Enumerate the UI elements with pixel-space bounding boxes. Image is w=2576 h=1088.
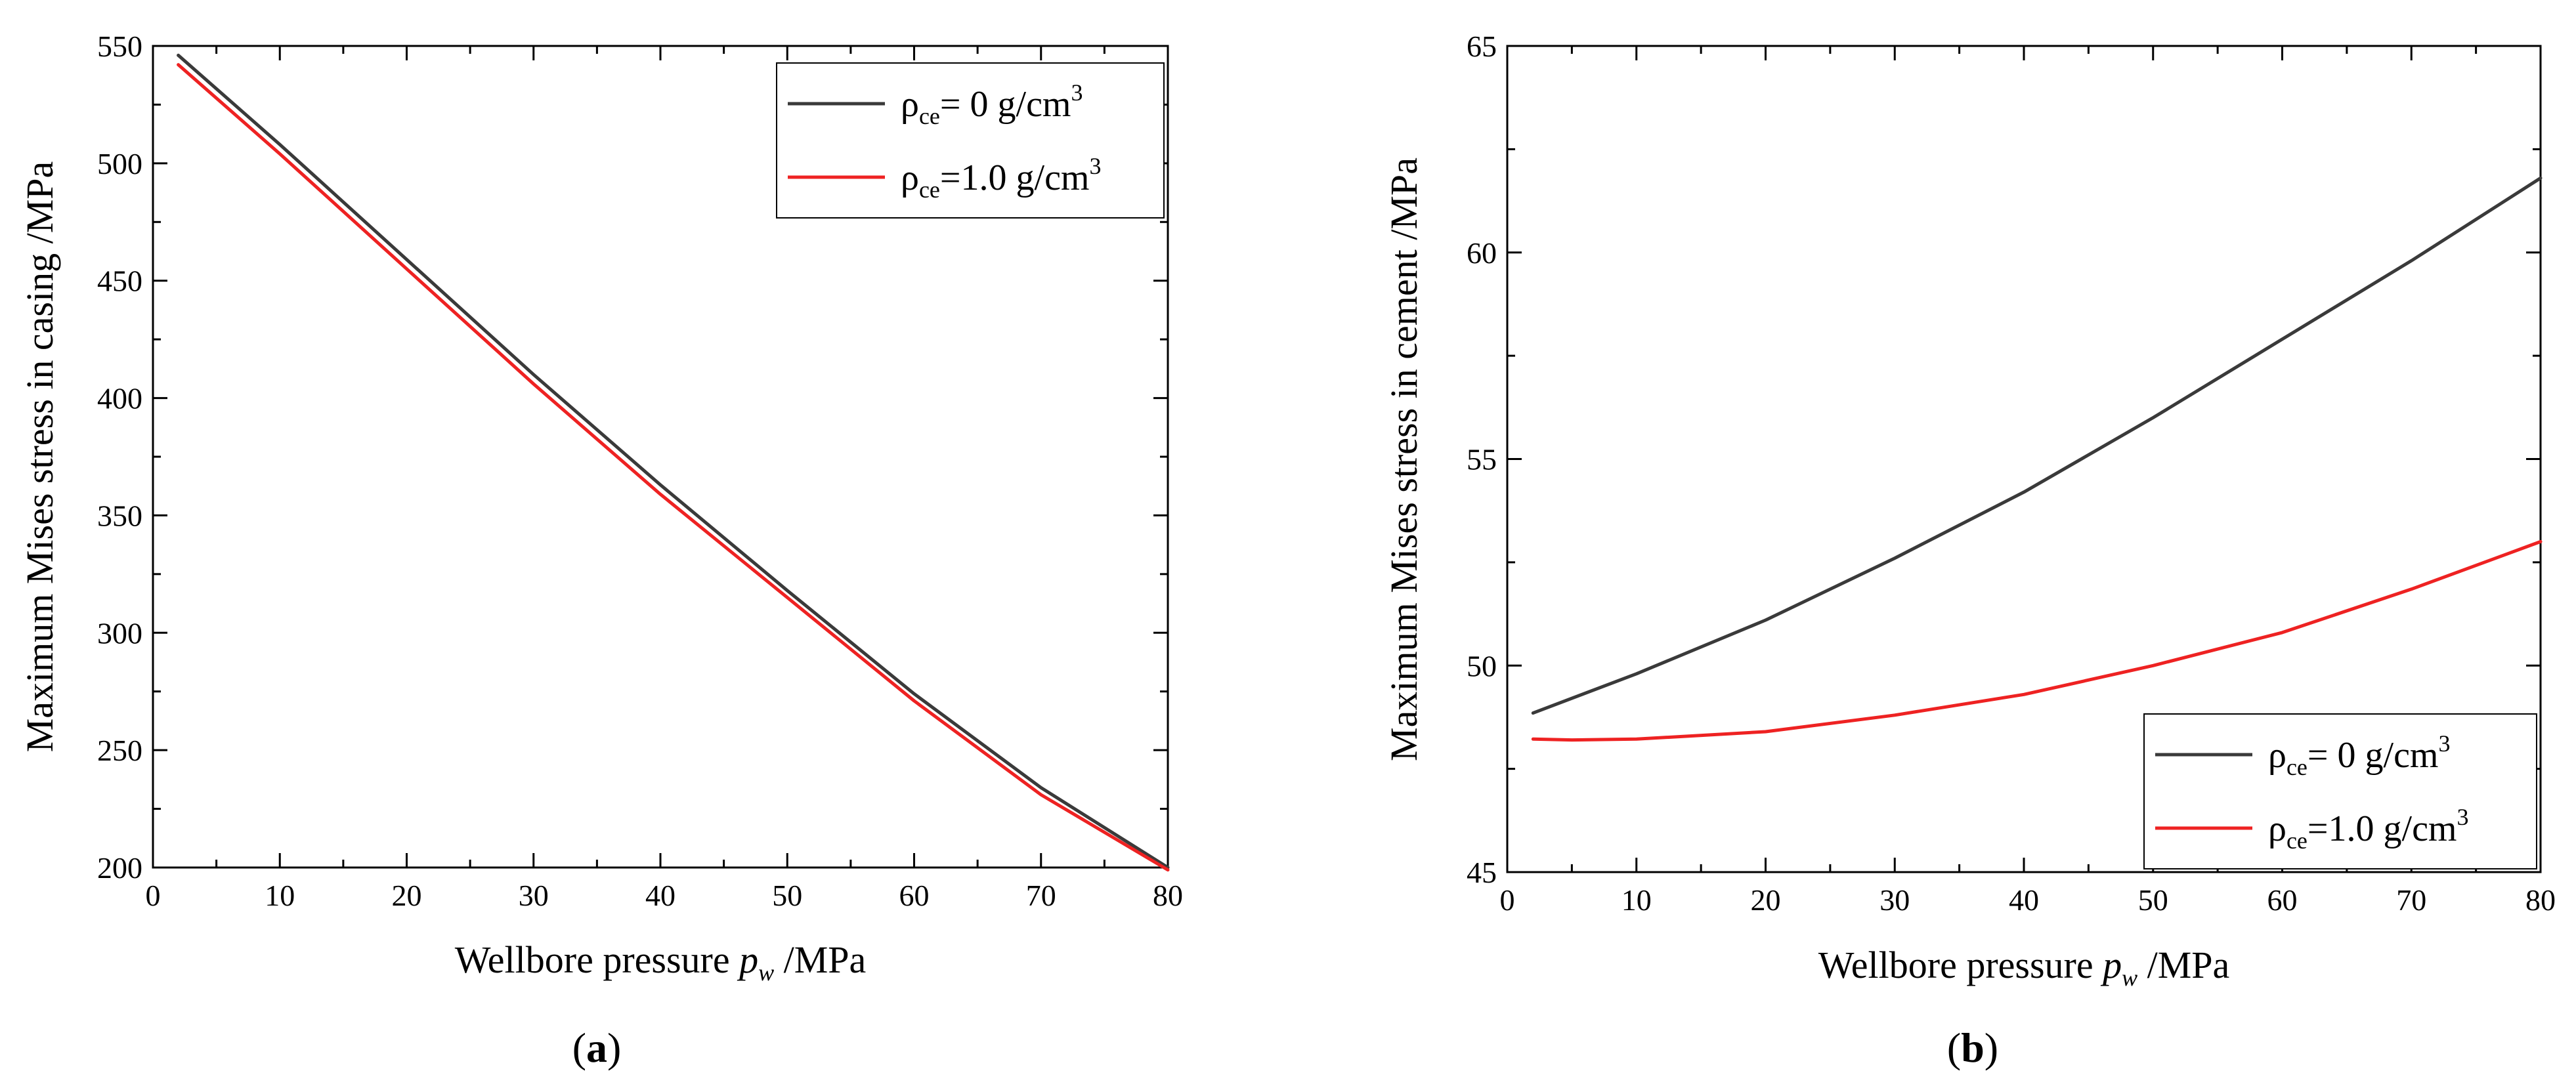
chart-a-x-tick-label: 80 <box>1153 879 1183 912</box>
chart-a-series <box>177 53 1170 872</box>
chart-a-x-tick-label: 50 <box>772 879 802 912</box>
chart-a-series-line-0 <box>177 53 1170 869</box>
chart-b-legend-label-1: ρce=1.0 g/cm3 <box>2268 804 2468 854</box>
chart-b-legend-label-0: ρce= 0 g/cm3 <box>2268 730 2450 780</box>
chart-a-y-axis-label: Maximum Mises stress in casing /MPa <box>18 161 61 753</box>
chart-a-x-axis-label: Wellbore pressure pw /MPa <box>455 938 867 986</box>
chart-a-x-tick-label: 40 <box>645 879 676 912</box>
chart-a-x-tick-label: 60 <box>899 879 930 912</box>
chart-a-y-tick-label: 400 <box>97 382 142 415</box>
chart-b-x-tick-label: 60 <box>2267 883 2298 917</box>
panel-label-b: (b) <box>1947 1024 1998 1071</box>
chart-b-x-tick-label: 70 <box>2396 883 2426 917</box>
chart-a-legend-label-1: ρce=1.0 g/cm3 <box>901 153 1101 203</box>
chart-b-legend-box <box>2143 713 2537 869</box>
chart-b: 0 10 20 30 40 50 60 70 80 45 50 55 60 65 Wellbore pre… <box>1383 30 2556 991</box>
chart-a-x-tick-label: 30 <box>519 879 549 912</box>
chart-a-y-tick-label: 450 <box>97 264 142 298</box>
chart-b-ticks: 0 10 20 30 40 50 60 70 80 45 50 55 60 65 <box>1467 30 2556 917</box>
chart-a-y-tick-label: 200 <box>97 851 142 885</box>
chart-a-legend-box <box>776 62 1165 219</box>
chart-b-x-tick-label: 10 <box>1621 883 1652 917</box>
chart-b-x-tick-label: 30 <box>1879 883 1910 917</box>
chart-a-y-tick-label: 550 <box>97 30 142 63</box>
chart-b-x-tick-label: 50 <box>2138 883 2168 917</box>
chart-b-x-axis-label: Wellbore pressure pw /MPa <box>1818 944 2230 991</box>
chart-a-x-tick-label: 20 <box>392 879 422 912</box>
chart-b-y-tick-label: 55 <box>1467 443 1497 476</box>
chart-b-series-line-0 <box>1531 176 2543 715</box>
chart-a-y-tick-label: 500 <box>97 147 142 180</box>
chart-b-y-tick-label: 50 <box>1467 649 1497 682</box>
panel-label-a: (a) <box>572 1024 622 1071</box>
chart-a-ticks: 0 10 20 30 40 50 60 70 80 200 250 300 350 400 450 500 55… <box>97 30 1183 912</box>
chart-a-y-tick-label: 300 <box>97 616 142 650</box>
chart-b-series <box>1531 176 2543 742</box>
chart-a-x-tick-label: 70 <box>1026 879 1056 912</box>
chart-b-series-line-1 <box>1531 539 2543 742</box>
chart-b-x-tick-label: 40 <box>2009 883 2039 917</box>
chart-b-x-tick-label: 20 <box>1751 883 1781 917</box>
chart-b-y-tick-label: 60 <box>1467 236 1497 270</box>
chart-a-x-tick-label: 10 <box>265 879 295 912</box>
chart-a-series-line-1 <box>177 63 1170 872</box>
chart-b-y-axis-label: Maximum Mises stress in cement /MPa <box>1383 157 1425 761</box>
chart-b-legend: ρce= 0 g/cm3 ρce=1.0 g/cm3 <box>2143 713 2537 869</box>
chart-a-y-tick-label: 250 <box>97 734 142 767</box>
chart-b-x-tick-label: 80 <box>2525 883 2556 917</box>
chart-a-y-tick-label: 350 <box>97 499 142 532</box>
chart-a-x-tick-label: 0 <box>146 879 161 912</box>
chart-b-x-tick-label: 0 <box>1500 883 1515 917</box>
chart-a: 0 10 20 30 40 50 60 70 80 200 250 300 350 400 450 500 55… <box>18 30 1183 986</box>
chart-b-y-tick-label: 45 <box>1467 856 1497 889</box>
chart-a-legend: ρce= 0 g/cm3 ρce=1.0 g/cm3 <box>776 62 1165 219</box>
chart-b-y-tick-label: 65 <box>1467 30 1497 63</box>
chart-a-legend-label-0: ρce= 0 g/cm3 <box>901 79 1083 129</box>
